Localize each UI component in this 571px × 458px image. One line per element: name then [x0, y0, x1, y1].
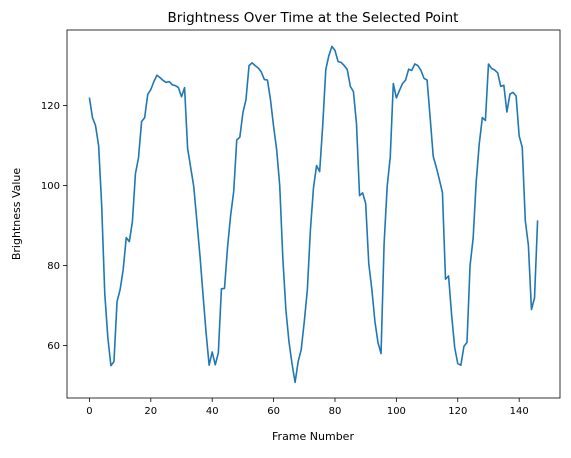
- series-line: [88, 45, 539, 384]
- chart-title: Brightness Over Time at the Selected Poi…: [168, 10, 459, 26]
- x-tick-label: 20: [144, 406, 157, 417]
- y-axis-label: Brightness Value: [10, 168, 23, 261]
- y-tick-label: 80: [47, 261, 60, 272]
- x-axis-label: Frame Number: [272, 430, 354, 443]
- x-tick-label: 60: [267, 406, 280, 417]
- x-tick-label: 100: [387, 406, 406, 417]
- axes-frame: [66, 29, 561, 399]
- x-tick-label: 120: [448, 406, 467, 417]
- x-tick-label: 80: [329, 406, 342, 417]
- y-tick-label: 100: [41, 181, 60, 192]
- x-tick-label: 40: [206, 406, 219, 417]
- y-tick-label: 60: [47, 341, 60, 352]
- x-tick-label: 0: [86, 406, 92, 417]
- x-tick-label: 140: [510, 406, 529, 417]
- x-axis-ticks: 0 20 40 60 80 100 120 140: [86, 398, 529, 417]
- y-axis-ticks: 60 80 100 120: [41, 101, 67, 352]
- y-tick-label: 120: [41, 101, 60, 112]
- plot-area: [88, 45, 539, 384]
